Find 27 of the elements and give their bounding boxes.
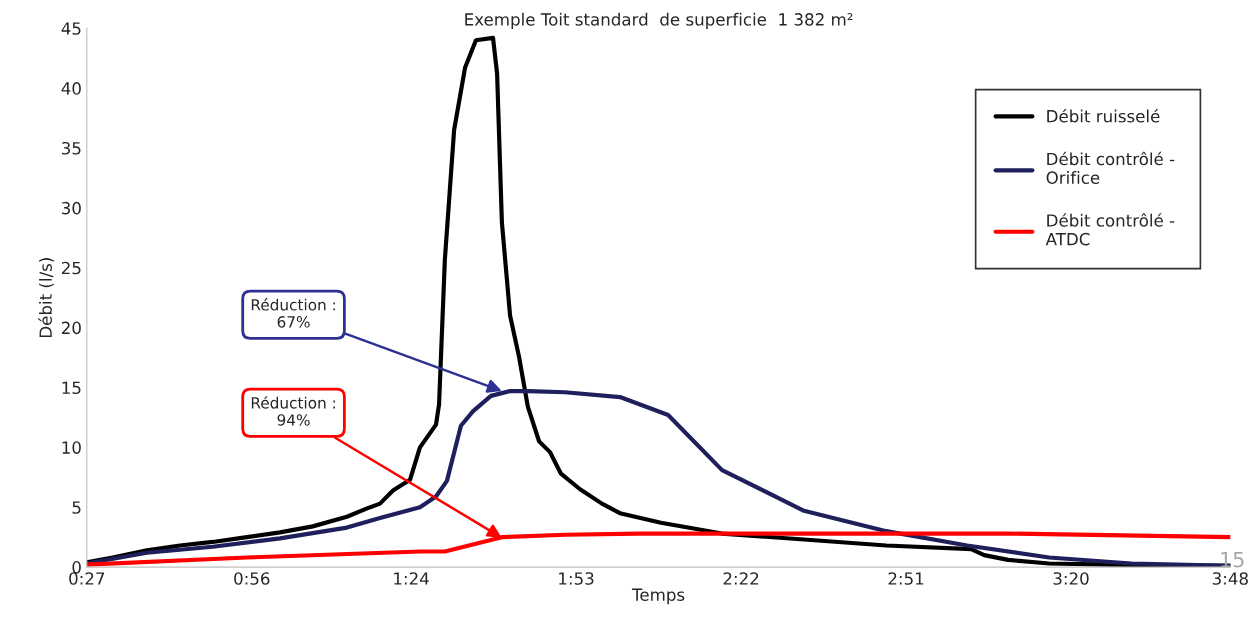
x-tick-label: 1:53 xyxy=(559,572,594,585)
legend-label: Débit contrôlé - ATDC xyxy=(1045,213,1175,246)
y-tick-label: 20 xyxy=(61,321,81,335)
y-tick-label: 30 xyxy=(62,201,81,215)
x-tick-label: 1:24 xyxy=(394,572,429,585)
chart-title: Exemple Toit standard de superficie 1 382 m² xyxy=(465,12,853,29)
y-axis-title: Débit (l/s) xyxy=(38,258,54,338)
x-tick-label: 2:51 xyxy=(888,572,924,585)
annotation: Réduction : 94% xyxy=(251,396,335,426)
legend-label: Débit ruisselé xyxy=(1047,108,1160,123)
x-tick-label: 0:56 xyxy=(234,572,270,585)
y-tick-label: 40 xyxy=(61,82,81,95)
annotation: Réduction : 67% xyxy=(251,298,335,328)
y-tick-label: 25 xyxy=(61,261,81,275)
y-tick-label: 0 xyxy=(72,561,81,574)
legend-label: Débit contrôlé - Orifice xyxy=(1046,151,1175,184)
x-tick-label: 3:20 xyxy=(1053,572,1089,585)
x-tick-label: 2:22 xyxy=(723,572,759,585)
annotation: 15 xyxy=(1221,551,1244,568)
x-tick-label: 3:48 xyxy=(1212,572,1248,585)
y-tick-label: 45 xyxy=(61,22,81,35)
y-tick-label: 10 xyxy=(62,441,81,454)
y-tick-label: 15 xyxy=(62,381,81,395)
x-tick-label: 0:27 xyxy=(69,572,105,585)
y-tick-label: 35 xyxy=(62,141,81,155)
x-axis-title: Temps xyxy=(631,588,685,605)
y-tick-label: 5 xyxy=(72,501,81,514)
